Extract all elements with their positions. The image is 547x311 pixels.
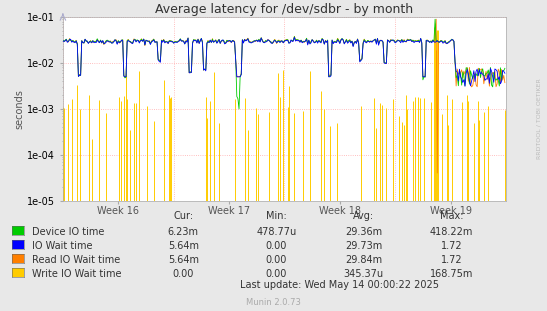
Text: 0.00: 0.00 [172,269,194,279]
Text: 6.23m: 6.23m [168,227,199,237]
Text: 1.72: 1.72 [440,241,462,251]
Text: Read IO Wait time: Read IO Wait time [32,255,120,265]
Title: Average latency for /dev/sdbr - by month: Average latency for /dev/sdbr - by month [155,3,414,16]
Text: Last update: Wed May 14 00:00:22 2025: Last update: Wed May 14 00:00:22 2025 [240,280,439,290]
Text: 5.64m: 5.64m [168,255,199,265]
Text: 345.37u: 345.37u [344,269,384,279]
Text: 0.00: 0.00 [265,269,287,279]
Text: Device IO time: Device IO time [32,227,104,237]
Text: 5.64m: 5.64m [168,241,199,251]
Text: 478.77u: 478.77u [256,227,296,237]
Text: Avg:: Avg: [353,211,374,221]
Text: Max:: Max: [440,211,463,221]
Text: Min:: Min: [266,211,287,221]
Text: 29.36m: 29.36m [345,227,382,237]
Y-axis label: seconds: seconds [14,89,25,129]
Text: Cur:: Cur: [173,211,193,221]
Text: 29.84m: 29.84m [345,255,382,265]
Text: 1.72: 1.72 [440,255,462,265]
Text: IO Wait time: IO Wait time [32,241,92,251]
Text: 418.22m: 418.22m [429,227,473,237]
Text: Write IO Wait time: Write IO Wait time [32,269,121,279]
Text: Munin 2.0.73: Munin 2.0.73 [246,298,301,307]
Text: 0.00: 0.00 [265,241,287,251]
Text: 168.75m: 168.75m [429,269,473,279]
Text: RRDTOOL / TOBI OETIKER: RRDTOOL / TOBI OETIKER [536,78,542,159]
Text: 29.73m: 29.73m [345,241,382,251]
Text: 0.00: 0.00 [265,255,287,265]
